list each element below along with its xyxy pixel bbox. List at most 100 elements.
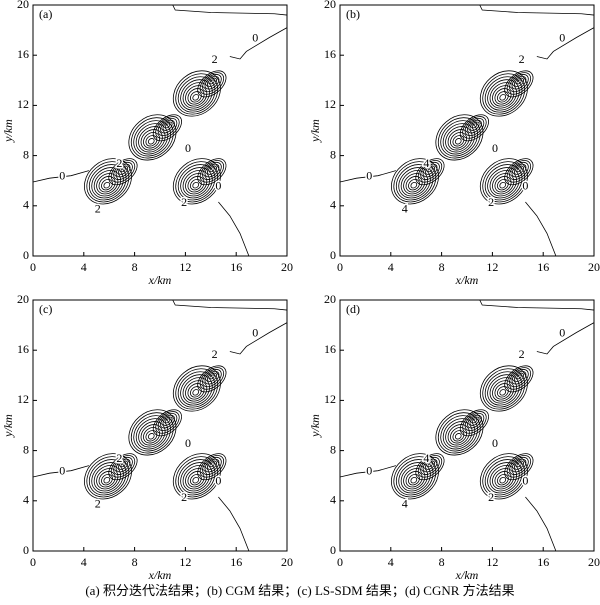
contour-line [492,468,515,490]
contour-label: 2 [116,451,122,465]
contour-line [437,117,481,159]
zero-contour [525,201,557,257]
contour-line [103,476,111,484]
x-axis-label: x/km [455,273,479,287]
contour-line [516,374,522,380]
contour-label: 0 [185,436,191,450]
contour-line [479,70,528,117]
contour-line [487,374,520,406]
contour-line [118,460,129,470]
contour-line [511,458,527,473]
contour-line [447,424,470,446]
y-tick-label: 20 [324,0,336,11]
contour-label: 0 [492,436,498,450]
zero-contour [172,4,288,16]
contour-line [435,114,484,161]
x-tick-label: 20 [281,555,293,569]
contour-line [175,73,219,115]
panel-label: (a) [39,7,52,21]
contour-line [489,377,517,404]
contour-line [165,123,171,129]
contour-line [496,178,509,191]
contour-line [115,458,131,473]
y-tick-label: 20 [17,292,29,306]
contour-line [189,386,202,398]
contour-label: 0 [252,31,258,45]
contour-label: 0 [366,464,372,478]
contour-line [182,465,210,492]
contour-line [197,365,227,393]
y-axis-label: y/km [1,414,15,438]
y-tick-label: 12 [17,97,29,111]
contour-line [152,409,182,437]
contour-line [499,94,507,101]
y-tick-label: 0 [23,248,29,262]
contour-line [472,418,478,424]
contour-line [185,380,208,402]
contour-line [511,370,527,385]
contour-line [393,456,437,498]
contour-line [120,462,126,468]
contour-line [487,79,520,111]
y-tick-label: 12 [324,97,336,111]
contour-line [199,160,225,183]
contour-line [120,167,126,173]
contour-line [479,453,528,500]
x-tick-label: 12 [486,260,498,274]
contour-label: 0 [215,179,221,193]
contour-line [472,123,478,129]
x-tick-label: 8 [439,555,445,569]
plot-frame [32,4,288,257]
contour-line [482,73,526,115]
contour-line [462,411,487,434]
panel-label: (d) [346,302,360,316]
contour-line [199,455,225,478]
contour-label: 0 [59,464,65,478]
contour-line [172,365,221,412]
contour-line [207,77,217,87]
y-tick-label: 16 [324,342,336,356]
contour-line [447,129,470,151]
contour-line [435,409,484,456]
y-tick-label: 20 [324,292,336,306]
contour-line [113,456,133,475]
y-tick-label: 0 [330,543,336,557]
x-tick-label: 0 [337,555,343,569]
contour-line [391,158,439,205]
contour-line [140,129,163,151]
contour-line [192,389,200,396]
contour-line [437,412,481,454]
plot-frame [32,299,288,552]
contour-line [487,167,520,199]
contour-line [115,163,131,178]
contour-label: 0 [522,179,528,193]
contour-label: 2 [181,195,187,209]
contour-line [467,119,482,134]
contour-line [192,181,200,189]
contour-line [408,178,420,191]
contour-line [143,427,161,444]
contour-line [440,120,478,157]
contour-line [202,456,222,475]
contour-line [514,372,524,382]
contour-line [98,471,116,488]
contour-line [155,116,180,139]
contour-line [157,412,178,432]
contour-line [459,409,489,437]
contour-line [187,471,205,488]
contour-line [506,367,532,390]
y-tick-label: 4 [330,198,336,212]
contour-line [415,158,445,186]
zero-contour [536,322,595,355]
contour-line [88,164,127,201]
contour-line [479,365,528,412]
zero-contour [32,170,89,183]
contour-line [417,455,443,478]
contour-line [504,365,534,393]
contour-line [427,167,433,173]
contour-line [479,158,528,205]
y-tick-label: 8 [23,147,29,161]
